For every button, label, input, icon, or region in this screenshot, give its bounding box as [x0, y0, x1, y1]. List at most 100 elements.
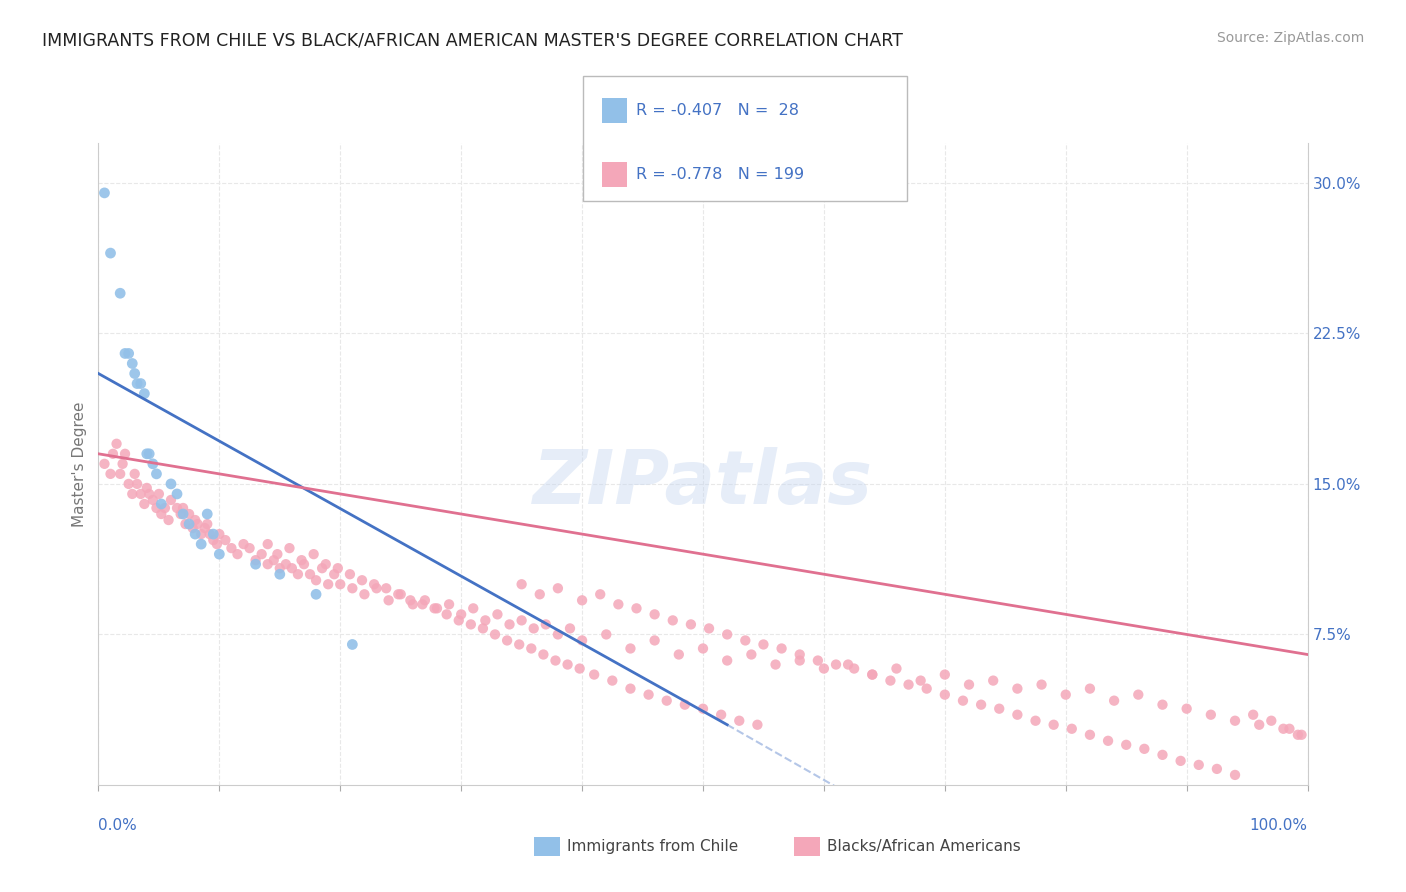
- Text: R = -0.407   N =  28: R = -0.407 N = 28: [636, 103, 799, 118]
- Point: [571, 633, 593, 648]
- Point: [1286, 728, 1309, 742]
- Point: [1060, 722, 1083, 736]
- Point: [1152, 698, 1174, 712]
- Point: [292, 557, 315, 572]
- Text: R = -0.778   N = 199: R = -0.778 N = 199: [636, 168, 804, 182]
- Point: [250, 547, 273, 561]
- Point: [153, 501, 176, 516]
- Point: [607, 598, 630, 612]
- Point: [198, 527, 221, 541]
- Point: [734, 633, 756, 648]
- Point: [274, 557, 297, 572]
- Point: [184, 513, 207, 527]
- Point: [208, 527, 231, 541]
- Text: Immigrants from Chile: Immigrants from Chile: [567, 839, 738, 854]
- Point: [214, 533, 236, 547]
- Point: [278, 541, 301, 555]
- Point: [114, 346, 136, 360]
- Point: [595, 627, 617, 641]
- Point: [127, 476, 149, 491]
- Point: [716, 627, 738, 641]
- Point: [1152, 747, 1174, 762]
- Point: [934, 667, 956, 681]
- Point: [298, 567, 321, 582]
- Point: [187, 516, 209, 531]
- Point: [402, 598, 425, 612]
- Point: [897, 678, 920, 692]
- Point: [463, 601, 485, 615]
- Point: [619, 641, 641, 656]
- Point: [256, 537, 278, 551]
- Point: [510, 577, 533, 591]
- Point: [534, 617, 557, 632]
- Point: [583, 667, 606, 681]
- Point: [221, 541, 243, 555]
- Point: [557, 657, 579, 672]
- Point: [166, 501, 188, 516]
- Point: [174, 516, 197, 531]
- Point: [710, 707, 733, 722]
- Point: [558, 621, 581, 635]
- Point: [177, 507, 201, 521]
- Point: [111, 457, 134, 471]
- Text: ZIPatlas: ZIPatlas: [533, 447, 873, 520]
- Point: [205, 537, 228, 551]
- Point: [108, 467, 131, 481]
- Point: [195, 507, 218, 521]
- Point: [329, 577, 352, 591]
- Point: [399, 593, 422, 607]
- Point: [353, 587, 375, 601]
- Point: [342, 637, 364, 651]
- Point: [484, 627, 506, 641]
- Point: [172, 507, 194, 521]
- Point: [789, 648, 811, 662]
- Point: [1170, 754, 1192, 768]
- Point: [1128, 688, 1150, 702]
- Point: [1007, 681, 1029, 696]
- Point: [957, 678, 980, 692]
- Point: [571, 593, 593, 607]
- Point: [655, 694, 678, 708]
- Point: [181, 521, 204, 535]
- Point: [544, 653, 567, 667]
- Point: [184, 527, 207, 541]
- Point: [626, 601, 648, 615]
- Text: 100.0%: 100.0%: [1250, 818, 1308, 832]
- Point: [1223, 768, 1246, 782]
- Point: [202, 527, 225, 541]
- Point: [190, 527, 212, 541]
- Point: [195, 516, 218, 531]
- Point: [1206, 762, 1229, 776]
- Point: [915, 681, 938, 696]
- Point: [121, 487, 143, 501]
- Point: [166, 487, 188, 501]
- Point: [486, 607, 509, 622]
- Point: [375, 582, 398, 596]
- Point: [101, 447, 124, 461]
- Point: [118, 346, 141, 360]
- Point: [668, 648, 690, 662]
- Point: [844, 662, 866, 676]
- Point: [770, 641, 793, 656]
- Point: [740, 648, 762, 662]
- Point: [363, 577, 385, 591]
- Point: [837, 657, 859, 672]
- Point: [692, 701, 714, 715]
- Point: [1241, 707, 1264, 722]
- Point: [202, 533, 225, 547]
- Point: [160, 476, 183, 491]
- Point: [1007, 707, 1029, 722]
- Point: [619, 681, 641, 696]
- Point: [145, 501, 167, 516]
- Point: [172, 501, 194, 516]
- Point: [134, 497, 156, 511]
- Point: [1031, 678, 1053, 692]
- Point: [988, 701, 1011, 715]
- Point: [460, 617, 482, 632]
- Point: [523, 621, 546, 635]
- Text: Source: ZipAtlas.com: Source: ZipAtlas.com: [1216, 31, 1364, 45]
- Point: [1278, 722, 1301, 736]
- Point: [697, 621, 720, 635]
- Point: [177, 516, 201, 531]
- Point: [315, 557, 337, 572]
